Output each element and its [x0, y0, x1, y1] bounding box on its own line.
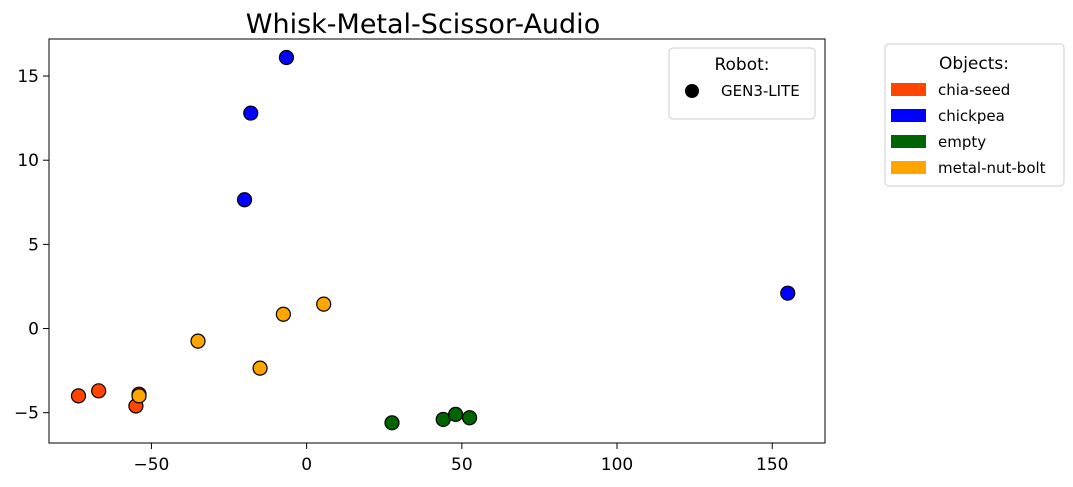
objects-legend-title: Objects: [939, 54, 1009, 74]
x-tick-label: 100 [601, 455, 633, 475]
data-point-chickpea [243, 105, 259, 121]
y-tick-label: 0 [28, 320, 39, 340]
y-tick-label: 10 [17, 151, 39, 171]
legend-label-chickpea: chickpea [938, 107, 1005, 125]
robot-legend-title: Robot: [714, 55, 769, 75]
legend-label-empty: empty [938, 133, 986, 151]
robot-legend-label: GEN3-LITE [721, 82, 800, 100]
robot-legend: Robot: GEN3-LITE [668, 47, 816, 120]
objects-legend: Objects: chia-seed chickpea empty metal-… [884, 43, 1065, 187]
data-point-chickpea [236, 192, 253, 208]
data-point-metal-nut-bolt [131, 388, 147, 404]
data-point-empty [448, 406, 464, 422]
data-point-metal-nut-bolt [316, 296, 332, 312]
y-tick-label: 15 [17, 67, 39, 87]
legend-label-chia-seed: chia-seed [938, 81, 1010, 99]
data-point-empty [384, 415, 400, 431]
data-point-chickpea [278, 49, 295, 66]
data-point-chickpea [780, 285, 796, 301]
data-point-metal-nut-bolt [275, 306, 291, 322]
legend-label-metal-nut-bolt: metal-nut-bolt [938, 159, 1046, 177]
legend-swatch-chickpea [891, 109, 926, 122]
objects-legend-box [884, 43, 1065, 187]
data-point-metal-nut-bolt [190, 333, 206, 349]
robot-legend-marker [685, 84, 699, 98]
x-tick-label: 0 [301, 455, 312, 475]
y-tick-label: −5 [14, 404, 39, 424]
y-tick-label: 5 [28, 235, 39, 255]
robot-legend-box [668, 47, 816, 120]
data-point-chia-seed [91, 383, 107, 399]
x-tick-label: −50 [133, 455, 169, 475]
plot-area-frame [48, 38, 826, 444]
legend-swatch-empty [891, 135, 926, 148]
data-point-empty [461, 410, 478, 426]
data-point-chia-seed [70, 388, 87, 404]
legend-swatch-metal-nut-bolt [891, 161, 926, 174]
legend-swatch-chia-seed [891, 83, 926, 96]
x-tick-label: 150 [756, 455, 788, 475]
x-tick-label: 50 [451, 455, 473, 475]
data-points [70, 49, 796, 431]
chart-title: Whisk-Metal-Scissor-Audio [246, 9, 600, 40]
data-point-metal-nut-bolt [252, 360, 268, 376]
